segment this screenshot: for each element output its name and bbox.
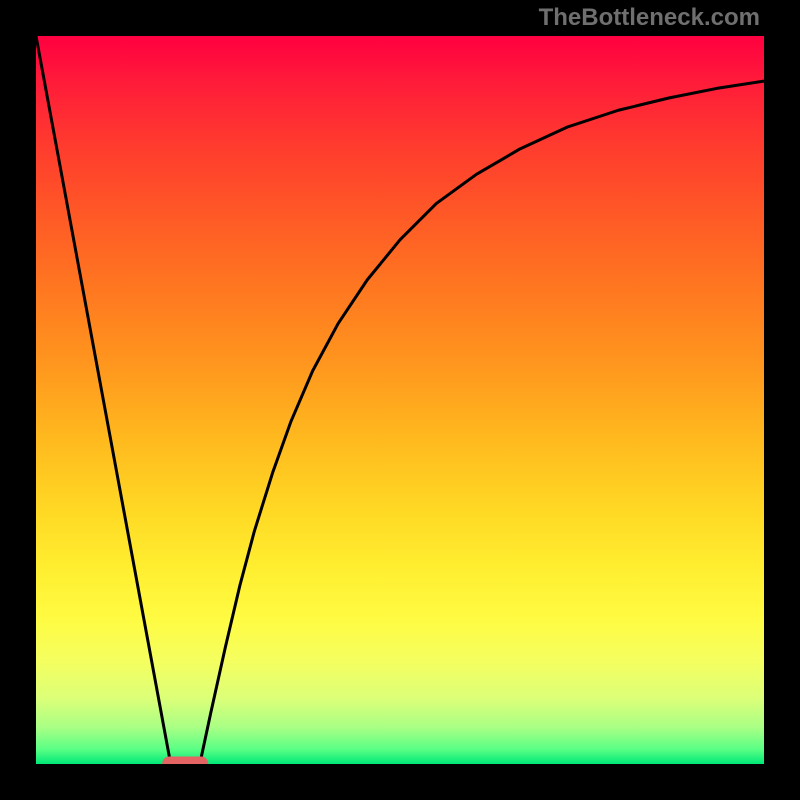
plot-area [36,36,764,764]
chart-container: TheBottleneck.com [0,0,800,800]
heat-gradient-background [36,36,764,764]
watermark-text: TheBottleneck.com [539,4,760,32]
